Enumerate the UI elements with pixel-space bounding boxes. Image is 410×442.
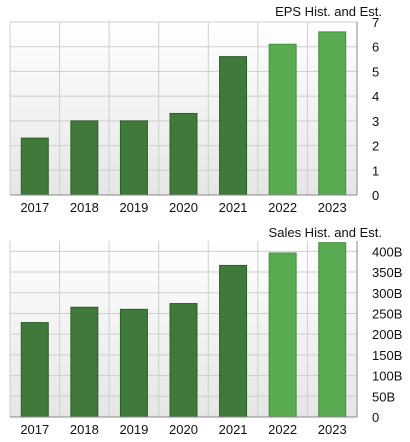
eps-x-tick-label: 2021 — [219, 200, 248, 215]
sales-y-tick-label: 250B — [372, 306, 402, 321]
sales-x-tick-label: 2017 — [20, 422, 49, 437]
sales-x-tick-label: 2018 — [70, 422, 99, 437]
sales-bar-2020 — [169, 303, 198, 418]
eps-bar-2023 — [318, 31, 347, 196]
eps-y-tick-label: 6 — [372, 40, 379, 55]
eps-bar-2022 — [268, 43, 297, 196]
eps-chart-svg: 0 1 2 3 4 5 6 7 2017 2018 2019 2020 2021 2022 2023 — [9, 15, 379, 215]
sales-bar-2022 — [268, 252, 297, 418]
sales-y-tick-label: 100B — [372, 369, 402, 384]
sales-chart-title: Sales Hist. and Est. — [268, 225, 382, 240]
eps-x-tick-label: 2018 — [70, 200, 99, 215]
eps-y-tick-label: 4 — [372, 89, 379, 104]
sales-x-tick-label: 2021 — [219, 422, 248, 437]
eps-bar-2020 — [169, 112, 198, 196]
sales-y-tick-label: 300B — [372, 286, 402, 301]
sales-bar-2019 — [119, 308, 148, 418]
eps-y-tick-label: 1 — [372, 163, 379, 178]
eps-y-tick-label: 0 — [372, 188, 379, 203]
eps-bar-2021 — [219, 56, 248, 196]
sales-x-tick-label: 2023 — [318, 422, 347, 437]
sales-y-tick-label: 200B — [372, 327, 402, 342]
eps-x-tick-label: 2022 — [268, 200, 297, 215]
sales-bar-2017 — [20, 322, 49, 418]
sales-x-tick-label: 2019 — [119, 422, 148, 437]
sales-chart: 0 50B 100B 150B 200B 250B 300B 350B 400B 2017 2018… — [0, 221, 410, 442]
sales-chart-svg: 0 50B 100B 150B 200B 250B 300B 350B 400B 2017 2018… — [9, 241, 402, 437]
eps-x-tick-label: 2019 — [119, 200, 148, 215]
eps-bar-2018 — [70, 120, 99, 196]
eps-y-tick-label: 3 — [372, 114, 379, 129]
eps-bar-2017 — [20, 137, 49, 196]
sales-y-tick-label: 350B — [372, 265, 402, 280]
sales-y-tick-label: 400B — [372, 244, 402, 259]
eps-y-tick-label: 2 — [372, 139, 379, 154]
sales-bar-2023 — [318, 242, 347, 418]
eps-x-tick-label: 2017 — [20, 200, 49, 215]
sales-bar-2021 — [219, 264, 248, 418]
sales-y-tick-label: 150B — [372, 348, 402, 363]
sales-x-tick-label: 2020 — [169, 422, 198, 437]
eps-y-tick-label: 5 — [372, 64, 379, 79]
eps-x-tick-label: 2023 — [318, 200, 347, 215]
eps-y-tick-label: 7 — [372, 15, 379, 30]
sales-x-tick-label: 2022 — [268, 422, 297, 437]
eps-chart-title: EPS Hist. and Est. — [275, 4, 382, 19]
eps-bar-2019 — [119, 120, 148, 196]
sales-bar-2018 — [70, 306, 99, 418]
eps-x-tick-label: 2020 — [169, 200, 198, 215]
sales-y-tick-label: 50B — [372, 389, 395, 404]
sales-y-tick-label: 0 — [372, 410, 379, 425]
eps-chart: 0 1 2 3 4 5 6 7 2017 2018 2019 2020 2021 2022 2023 EPS… — [9, 4, 382, 215]
